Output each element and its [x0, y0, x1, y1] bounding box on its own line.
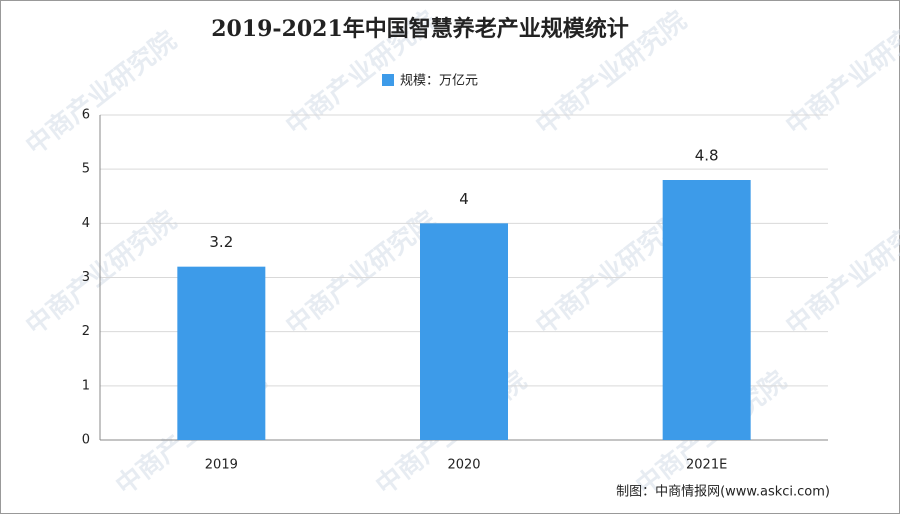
y-tick-label: 3 [82, 270, 90, 285]
bar [662, 180, 751, 440]
source-note: 制图：中商情报网(www.askci.com) [616, 485, 830, 500]
y-tick-label: 2 [82, 324, 90, 339]
y-tick-label: 4 [82, 216, 90, 231]
x-tick-label: 2020 [447, 458, 480, 473]
x-tick-label: 2019 [205, 458, 238, 473]
bar [420, 223, 508, 440]
value-label: 4 [459, 190, 469, 208]
legend-swatch [382, 74, 394, 86]
value-label: 3.2 [209, 233, 233, 251]
chart-title: 2019-2021年中国智慧养老产业规模统计 [211, 16, 629, 42]
y-tick-label: 5 [82, 162, 90, 177]
y-tick-label: 1 [82, 378, 90, 393]
value-label: 4.8 [695, 147, 719, 165]
x-tick-label: 2021E [686, 458, 727, 473]
y-tick-label: 6 [82, 108, 90, 123]
legend-label: 规模：万亿元 [400, 74, 478, 89]
bar [177, 266, 266, 440]
y-tick-label: 0 [82, 433, 90, 448]
